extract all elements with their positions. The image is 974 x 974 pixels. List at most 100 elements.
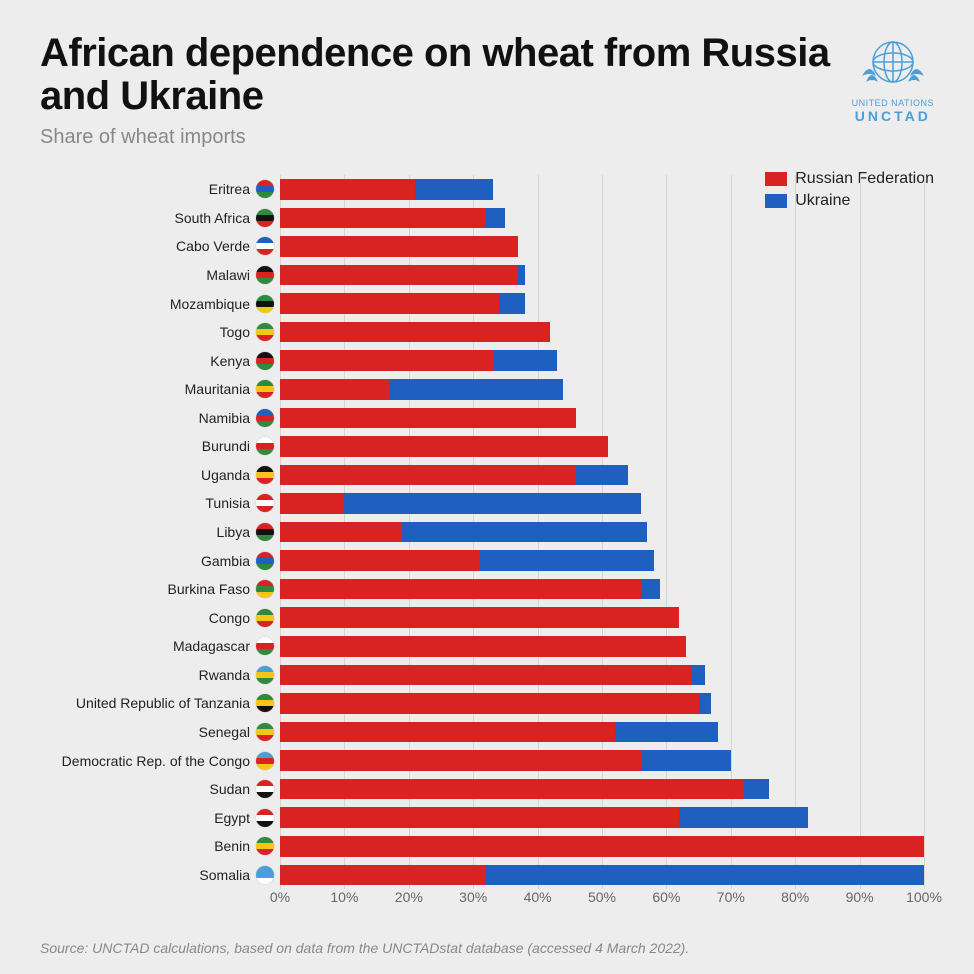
bar-segment-russia — [280, 493, 344, 514]
row-label: Uganda — [201, 467, 250, 483]
logo-line1: UNITED NATIONS — [852, 98, 934, 108]
bar-row: Madagascar — [280, 632, 924, 661]
stacked-bar — [280, 779, 924, 800]
x-tick: 100% — [906, 889, 942, 905]
bar-row: Egypt — [280, 803, 924, 832]
bar-row: Burundi — [280, 432, 924, 461]
row-label: Mauritania — [185, 381, 250, 397]
un-emblem-icon — [854, 32, 932, 96]
bar-row: Uganda — [280, 461, 924, 490]
bar-segment-russia — [280, 636, 686, 657]
bar-row: Gambia — [280, 546, 924, 575]
stacked-bar — [280, 322, 924, 343]
bar-segment-ukraine — [480, 550, 654, 571]
flag-icon — [256, 437, 274, 455]
stacked-bar — [280, 179, 924, 200]
stacked-bar — [280, 665, 924, 686]
flag-icon — [256, 466, 274, 484]
row-label: Eritrea — [209, 181, 250, 197]
bar-row: Togo — [280, 318, 924, 347]
x-tick: 40% — [524, 889, 552, 905]
stacked-bar — [280, 522, 924, 543]
bar-row: Mozambique — [280, 289, 924, 318]
stacked-bar — [280, 408, 924, 429]
source-label: Source: — [40, 940, 88, 956]
row-label: Libya — [217, 524, 250, 540]
row-label: Democratic Rep. of the Congo — [62, 753, 250, 769]
bar-row: Tunisia — [280, 489, 924, 518]
bar-row: Benin — [280, 832, 924, 861]
x-tick: 80% — [781, 889, 809, 905]
flag-icon — [256, 180, 274, 198]
row-label: Mozambique — [170, 296, 250, 312]
bar-row: Senegal — [280, 718, 924, 747]
bar-segment-ukraine — [692, 665, 705, 686]
row-label: United Republic of Tanzania — [76, 695, 250, 711]
flag-icon — [256, 666, 274, 684]
bar-segment-ukraine — [615, 722, 718, 743]
x-tick: 50% — [588, 889, 616, 905]
bar-row: Sudan — [280, 775, 924, 804]
flag-icon — [256, 694, 274, 712]
grid-line — [924, 175, 925, 889]
bar-segment-russia — [280, 179, 415, 200]
bar-segment-russia — [280, 836, 924, 857]
logo-line2: UNCTAD — [852, 108, 934, 124]
row-label: Malawi — [206, 267, 250, 283]
bar-row: United Republic of Tanzania — [280, 689, 924, 718]
bar-segment-ukraine — [486, 208, 505, 229]
bar-segment-russia — [280, 350, 493, 371]
flag-icon — [256, 380, 274, 398]
row-label: Benin — [214, 838, 250, 854]
title-block: African dependence on wheat from Russia … — [40, 32, 832, 149]
flag-icon — [256, 352, 274, 370]
flag-icon — [256, 209, 274, 227]
row-label: South Africa — [175, 210, 251, 226]
bar-row: Cabo Verde — [280, 232, 924, 261]
flag-icon — [256, 723, 274, 741]
bar-segment-russia — [280, 807, 679, 828]
row-label: Senegal — [199, 724, 250, 740]
plot-area: EritreaSouth AfricaCabo VerdeMalawiMozam… — [280, 175, 924, 889]
stacked-bar — [280, 807, 924, 828]
row-label: Madagascar — [173, 638, 250, 654]
stacked-bar — [280, 550, 924, 571]
bar-row: Rwanda — [280, 661, 924, 690]
stacked-bar — [280, 350, 924, 371]
unctad-logo: UNITED NATIONS UNCTAD — [852, 32, 934, 124]
stacked-bar — [280, 636, 924, 657]
flag-icon — [256, 580, 274, 598]
bar-segment-ukraine — [641, 579, 660, 600]
source-text: UNCTAD calculations, based on data from … — [88, 940, 689, 956]
bar-segment-russia — [280, 579, 641, 600]
row-label: Cabo Verde — [176, 238, 250, 254]
stacked-bar — [280, 865, 924, 886]
stacked-bar — [280, 493, 924, 514]
bar-segment-russia — [280, 465, 576, 486]
flag-icon — [256, 780, 274, 798]
bar-segment-ukraine — [402, 522, 647, 543]
flag-icon — [256, 637, 274, 655]
bar-segment-russia — [280, 293, 499, 314]
row-label: Namibia — [199, 410, 250, 426]
flag-icon — [256, 323, 274, 341]
x-tick: 20% — [395, 889, 423, 905]
bar-segment-ukraine — [344, 493, 640, 514]
bar-segment-ukraine — [641, 750, 731, 771]
header: African dependence on wheat from Russia … — [0, 0, 974, 157]
bar-segment-russia — [280, 322, 550, 343]
x-axis: 0%10%20%30%40%50%60%70%80%90%100% — [280, 889, 924, 909]
bar-row: Namibia — [280, 404, 924, 433]
bar-segment-ukraine — [699, 693, 712, 714]
x-tick: 60% — [652, 889, 680, 905]
row-label: Burkina Faso — [168, 581, 250, 597]
bar-segment-russia — [280, 693, 699, 714]
bar-segment-russia — [280, 779, 744, 800]
stacked-bar — [280, 293, 924, 314]
stacked-bar — [280, 436, 924, 457]
bar-segment-ukraine — [499, 293, 525, 314]
chart: Russian FederationUkraine EritreaSouth A… — [40, 175, 934, 919]
row-label: Burundi — [202, 438, 250, 454]
bar-row: Burkina Faso — [280, 575, 924, 604]
bar-segment-ukraine — [518, 265, 524, 286]
